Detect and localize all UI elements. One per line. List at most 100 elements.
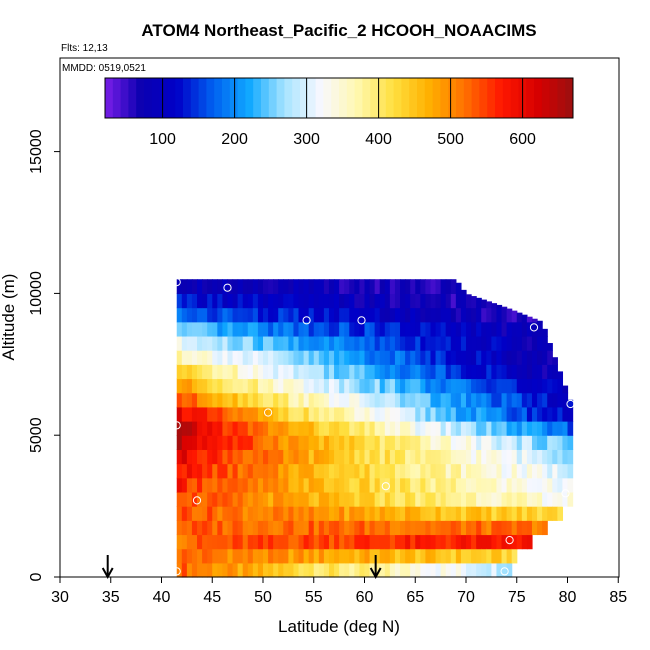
heatmap-cell — [207, 491, 213, 507]
heatmap-cell — [303, 534, 310, 550]
heatmap-cell — [349, 421, 355, 436]
heatmap-cell — [481, 463, 487, 479]
heatmap-cell — [318, 548, 325, 564]
heatmap-cell — [293, 534, 300, 550]
heatmap-cell — [450, 449, 457, 465]
heatmap-cell — [303, 562, 310, 578]
heatmap-cell — [410, 435, 416, 450]
heatmap-cell — [202, 463, 208, 479]
heatmap-cell — [425, 307, 432, 323]
heatmap-cell — [278, 491, 284, 507]
heatmap-cell — [313, 548, 320, 564]
heatmap-cell — [303, 378, 310, 394]
heatmap-cell — [374, 435, 381, 450]
heatmap-cell — [405, 449, 411, 465]
heatmap-cell — [400, 335, 406, 351]
heatmap-cell — [288, 421, 295, 436]
heatmap-cell — [501, 306, 508, 309]
heatmap-cell — [435, 392, 442, 408]
heatmap-cell — [288, 562, 295, 578]
heatmap-cell — [506, 562, 513, 578]
heatmap-cell — [263, 321, 269, 337]
heatmap-cell — [425, 279, 432, 294]
heatmap-cell — [384, 321, 391, 337]
heatmap-cell — [394, 406, 401, 422]
heatmap-cell — [476, 364, 482, 380]
heatmap-cell — [496, 304, 503, 309]
heatmap-cell — [369, 364, 376, 380]
heatmap-cell — [369, 520, 376, 536]
heatmap-cell — [430, 477, 437, 493]
heatmap-cell — [197, 378, 203, 394]
heatmap-cell — [278, 506, 284, 521]
heatmap-cell — [384, 279, 391, 294]
heatmap-cell — [420, 378, 426, 394]
heatmap-cell — [511, 392, 518, 408]
colorbar-swatch — [120, 78, 129, 118]
heatmap-cell — [394, 392, 401, 408]
heatmap-cell — [176, 293, 183, 309]
heatmap-cells — [176, 279, 574, 578]
heatmap-cell — [273, 378, 279, 394]
heatmap-cell — [415, 506, 421, 521]
heatmap-cell — [516, 321, 523, 337]
heatmap-cell — [186, 321, 193, 337]
heatmap-cell — [186, 421, 193, 436]
heatmap-cell — [531, 321, 538, 337]
heatmap-cell — [557, 477, 564, 493]
heatmap-cell — [547, 343, 553, 351]
heatmap-cell — [537, 520, 543, 536]
heatmap-cell — [288, 307, 295, 323]
heatmap-cell — [202, 548, 208, 564]
heatmap-cell — [491, 321, 498, 337]
heatmap-cell — [531, 435, 538, 450]
heatmap-cell — [308, 463, 315, 479]
heatmap-cell — [257, 378, 264, 394]
heatmap-cell — [273, 364, 279, 380]
heatmap-cell — [339, 477, 345, 493]
heatmap-cell — [197, 449, 203, 465]
heatmap-cell — [176, 335, 183, 351]
heatmap-cell — [303, 307, 310, 323]
heatmap-cell — [394, 562, 401, 578]
heatmap-cell — [415, 491, 421, 507]
heatmap-cell — [481, 477, 487, 493]
heatmap-cell — [247, 477, 254, 493]
heatmap-cell — [197, 548, 203, 564]
colorbar-swatch — [284, 78, 293, 118]
heatmap-cell — [496, 435, 503, 450]
heatmap-cell — [526, 321, 533, 337]
heatmap-cell — [191, 562, 198, 578]
heatmap-cell — [384, 364, 391, 380]
heatmap-cell — [384, 534, 391, 550]
heatmap-cell — [389, 477, 396, 493]
heatmap-cell — [283, 364, 289, 380]
heatmap-cell — [278, 321, 284, 337]
heatmap-cell — [339, 548, 345, 564]
heatmap-cell — [227, 477, 234, 493]
heatmap-cell — [186, 392, 193, 408]
heatmap-cell — [268, 562, 274, 578]
heatmap-cell — [359, 449, 366, 465]
heatmap-cell — [415, 321, 421, 337]
heatmap-cell — [288, 463, 295, 479]
heatmap-cell — [227, 364, 234, 380]
heatmap-cell — [344, 491, 350, 507]
heatmap-cell — [252, 562, 259, 578]
heatmap-cell — [191, 321, 198, 337]
heatmap-cell — [486, 548, 492, 564]
heatmap-cell — [181, 477, 188, 493]
heatmap-cell — [349, 392, 355, 408]
heatmap-cell — [471, 350, 477, 365]
heatmap-cell — [562, 392, 569, 408]
heatmap-cell — [186, 463, 193, 479]
heatmap-cell — [283, 321, 289, 337]
heatmap-cell — [288, 520, 295, 536]
heatmap-cell — [420, 449, 426, 465]
heatmap-cell — [394, 506, 401, 521]
heatmap-cell — [247, 435, 254, 450]
heatmap-cell — [405, 435, 411, 450]
heatmap-cell — [460, 293, 467, 309]
heatmap-cell — [542, 491, 548, 507]
sample-point — [264, 408, 273, 417]
